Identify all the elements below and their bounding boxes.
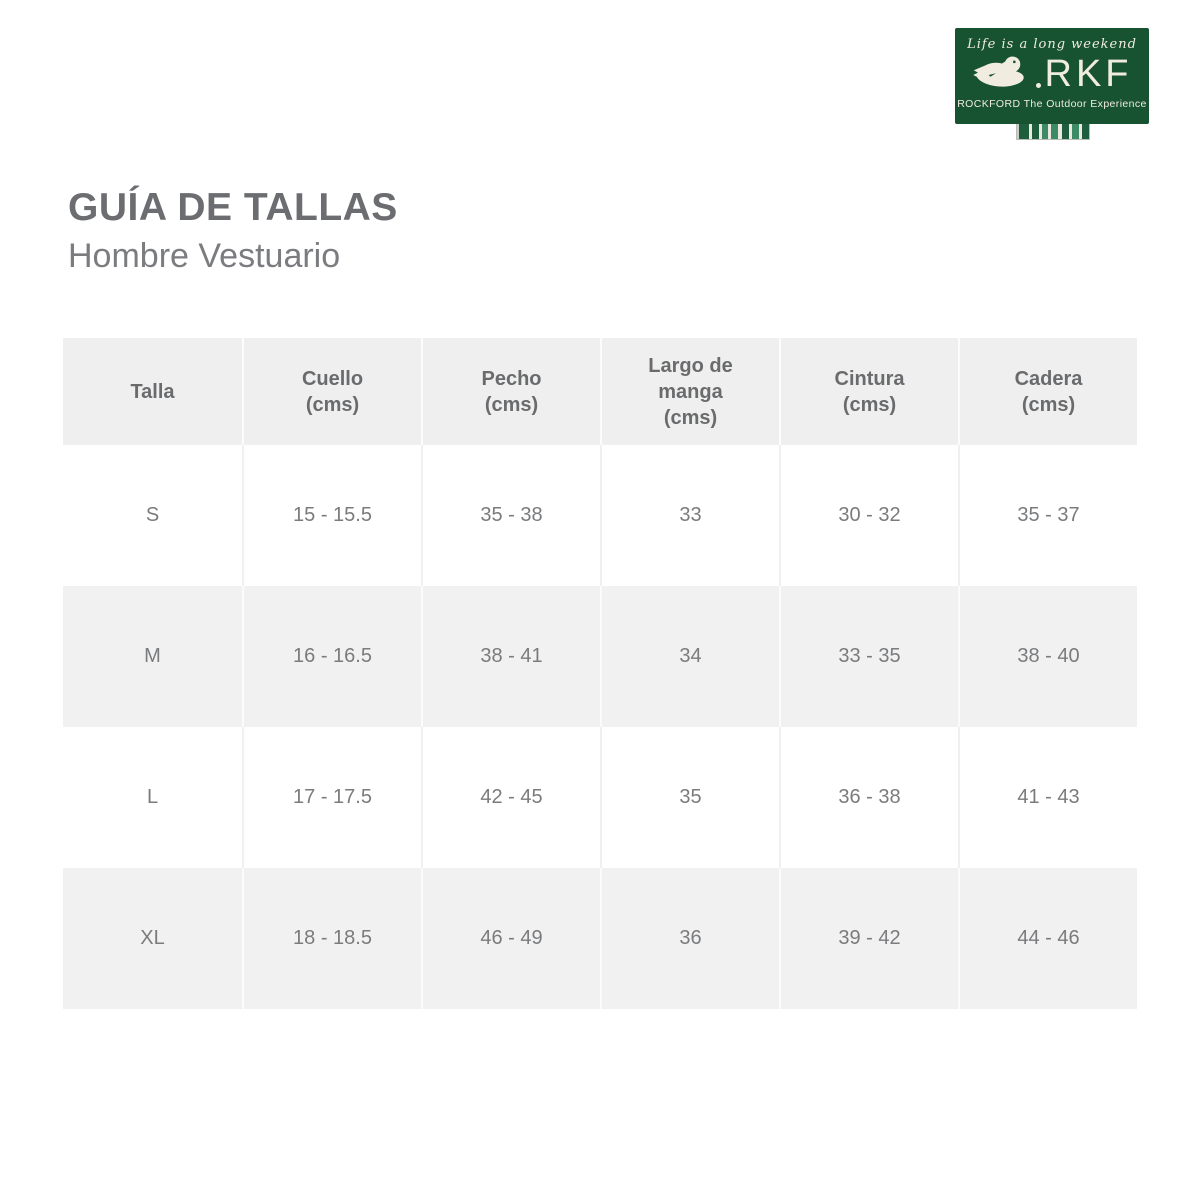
table-cell: 16 - 16.5: [242, 586, 421, 727]
column-header-manga: Largo de manga (cms): [600, 338, 779, 445]
page-subtitle: Hombre Vestuario: [68, 237, 341, 275]
table-cell: 18 - 18.5: [242, 868, 421, 1009]
column-header-cuello: Cuello (cms): [242, 338, 421, 445]
column-header-cadera: Cadera (cms): [958, 338, 1137, 445]
brand-logo: Life is a long weekend: [955, 28, 1149, 124]
table-cell: 30 - 32: [779, 445, 958, 586]
table-cell: 33: [600, 445, 779, 586]
table-cell: 38 - 40: [958, 586, 1137, 727]
table-cell: 39 - 42: [779, 868, 958, 1009]
logo-subtext: ROCKFORD The Outdoor Experience: [957, 98, 1147, 110]
table-row-xl: XL 18 - 18.5 46 - 49 36 39 - 42 44 - 46: [63, 868, 1137, 1009]
page-title: GUÍA DE TALLAS: [68, 186, 398, 229]
header-row: Talla Cuello (cms) Pecho (cms) Largo de …: [63, 338, 1137, 445]
duck-icon: [972, 54, 1034, 95]
column-header-pecho: Pecho (cms): [421, 338, 600, 445]
table-cell: L: [146, 786, 159, 808]
table-cell: 44 - 46: [958, 868, 1137, 1009]
logo-dot: [1035, 83, 1041, 88]
table-cell: 36: [600, 868, 779, 1009]
table-cell: S: [145, 504, 160, 526]
table-cell: 17 - 17.5: [242, 727, 421, 868]
table-cell: XL: [140, 927, 165, 949]
table-cell: 46 - 49: [421, 868, 600, 1009]
table-cell: 42 - 45: [421, 727, 600, 868]
table-cell: M: [144, 645, 161, 667]
table-cell: 35 - 38: [421, 445, 600, 586]
table-row-s: S 15 - 15.5 35 - 38 33 30 - 32 35 - 37: [63, 445, 1137, 586]
table-cell: 34: [600, 586, 779, 727]
size-guide-table: Talla Cuello (cms) Pecho (cms) Largo de …: [63, 338, 1137, 1009]
table-row-l: L 17 - 17.5 42 - 45 35 36 - 38 41 - 43: [63, 727, 1137, 868]
brand-name: RKF: [1044, 53, 1133, 95]
table-cell: 41 - 43: [958, 727, 1137, 868]
table-cell: 35: [600, 727, 779, 868]
table-cell: 33 - 35: [779, 586, 958, 727]
column-header-talla: Talla: [63, 338, 242, 445]
logo-row: RKF: [955, 53, 1149, 95]
column-header-cintura: Cintura (cms): [779, 338, 958, 445]
table-row-m: M 16 - 16.5 38 - 41 34 33 - 35 38 - 40: [63, 586, 1137, 727]
table-cell: 36 - 38: [779, 727, 958, 868]
title-block: GUÍA DE TALLAS Hombre Vestuario: [68, 186, 398, 276]
table-cell: 35 - 37: [958, 445, 1137, 586]
logo-tagline: Life is a long weekend: [967, 37, 1137, 52]
table-cell: 15 - 15.5: [242, 445, 421, 586]
table-cell: 38 - 41: [421, 586, 600, 727]
